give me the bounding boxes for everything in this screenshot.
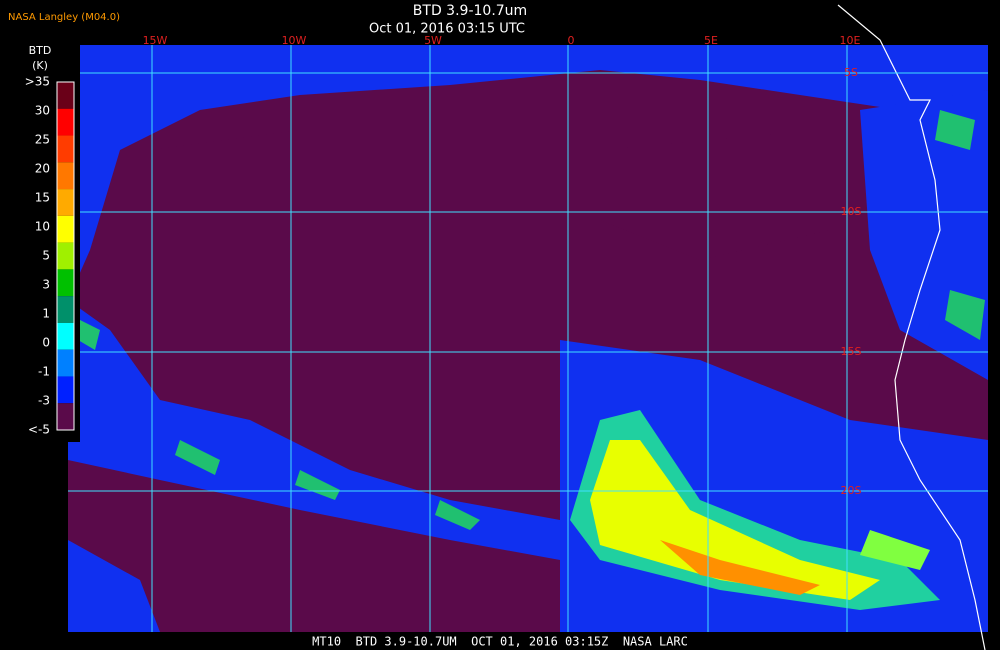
latitude-label: 20S — [841, 484, 862, 497]
low-cloud-core — [660, 540, 820, 595]
graticule: 15W 10W 5W 0 5E 10E 5S 10S 15S 20S — [68, 34, 988, 632]
colorbar-swatch — [57, 135, 74, 163]
colorbar-label: >35 — [25, 75, 50, 89]
colorbar-swatch — [57, 108, 74, 136]
colorbar-swatch — [57, 189, 74, 216]
coastline — [837, 4, 986, 650]
clear-area — [150, 130, 330, 260]
colorbar-label: 25 — [35, 133, 50, 147]
colorbar-swatch — [57, 242, 74, 270]
longitude-label: 10E — [840, 34, 861, 47]
colorbar-swatch — [57, 349, 74, 377]
colorbar-title: BTD — [29, 44, 52, 57]
colorbar-label: <-5 — [28, 423, 50, 437]
latitude-label: 15S — [841, 345, 862, 358]
colorbar-swatch — [57, 269, 74, 297]
colorbar-label: 5 — [42, 249, 50, 263]
colorbar-units: (K) — [32, 59, 48, 72]
colorbar-label: 10 — [35, 220, 50, 234]
colorbar-label: 0 — [42, 336, 50, 350]
subtitle: Oct 01, 2016 03:15 UTC — [369, 22, 525, 37]
colorbar-swatch — [57, 403, 74, 430]
latitude-label: 5S — [844, 66, 858, 79]
colorbar-swatch — [57, 162, 74, 190]
latitude-label: 10S — [841, 205, 862, 218]
colorbar-label: 30 — [35, 104, 50, 118]
longitude-label: 0 — [568, 34, 575, 47]
footer: MT10 BTD 3.9-10.7UM OCT 01, 2016 03:15Z … — [312, 635, 688, 649]
colorbar-swatch — [57, 322, 74, 350]
cloud-area — [68, 45, 988, 300]
imagery — [68, 4, 988, 650]
colorbar-label: -3 — [38, 394, 50, 408]
colorbar-label: 1 — [42, 307, 50, 321]
colorbar-frame — [56, 81, 75, 431]
longitude-label: 5E — [704, 34, 718, 47]
colorbar-label: 20 — [35, 162, 50, 176]
cloud-area — [68, 300, 560, 560]
colorbar-swatch — [57, 376, 74, 404]
colorbar-swatch — [57, 82, 74, 109]
longitude-label: 10W — [282, 34, 307, 47]
longitude-label: 5W — [424, 34, 442, 47]
colorbar-swatch — [57, 215, 74, 243]
low-cloud-band — [860, 530, 930, 570]
clear-area — [600, 130, 830, 260]
colorbar-label: 15 — [35, 191, 50, 205]
colorbar-label: -1 — [38, 365, 50, 379]
colorbar-label: 3 — [42, 278, 50, 292]
longitude-label: 15W — [143, 34, 168, 47]
title: BTD 3.9-10.7um — [413, 3, 527, 19]
cloud-area — [68, 540, 160, 632]
colorbar-swatch — [57, 296, 74, 323]
source-label: NASA Langley (M04.0) — [8, 12, 120, 23]
low-cloud-band — [590, 440, 880, 600]
